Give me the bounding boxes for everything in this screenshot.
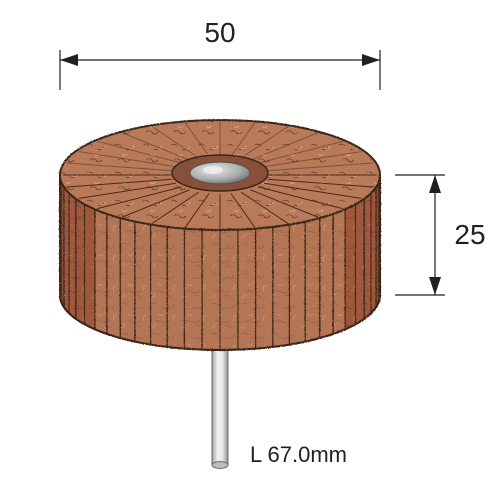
dimension-height: 25 [395, 175, 486, 295]
dimension-length-label: L 67.0mm [250, 442, 347, 467]
hub [190, 162, 250, 184]
dimension-width: 50 [60, 17, 380, 90]
flap-wheel-diagram: 50 25 L 67.0mm [0, 0, 500, 500]
wheel-top [60, 120, 380, 230]
dimension-height-label: 25 [454, 219, 485, 250]
dimension-width-label: 50 [204, 17, 235, 48]
